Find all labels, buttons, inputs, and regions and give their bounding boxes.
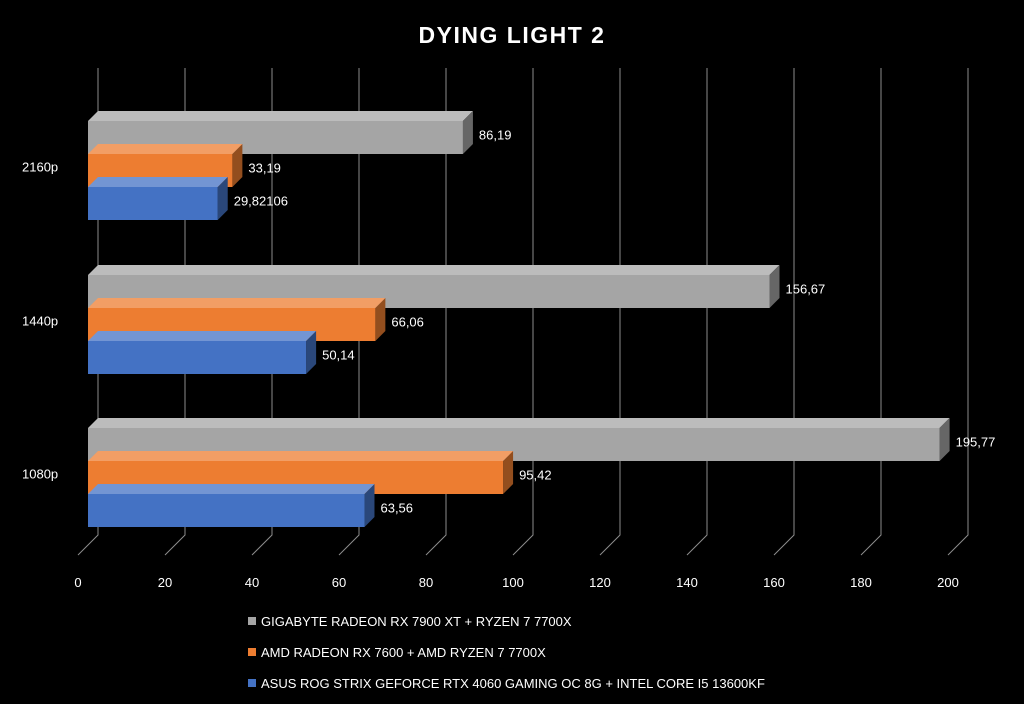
data-label: 195,77 [956, 435, 996, 450]
gridline [773, 68, 795, 556]
gridline [512, 68, 534, 556]
x-tick-label: 60 [332, 575, 346, 590]
legend-swatch [248, 617, 256, 625]
gridline [338, 68, 360, 556]
data-label: 63,56 [380, 501, 413, 516]
category-label: 1080p [22, 467, 58, 482]
data-label: 66,06 [391, 315, 424, 330]
x-axis-ticks: 0 20 40 60 80 100 120 140 160 180 200 [74, 575, 958, 590]
bar [88, 177, 228, 220]
gridline [686, 68, 708, 556]
x-tick-label: 100 [502, 575, 524, 590]
gridline [947, 68, 969, 556]
x-tick-label: 20 [158, 575, 172, 590]
x-tick-label: 200 [937, 575, 959, 590]
legend-swatch [248, 648, 256, 656]
category-label: 2160p [22, 160, 58, 175]
legend-label: ASUS ROG STRIX GEFORCE RTX 4060 GAMING O… [261, 676, 765, 691]
gridline [425, 68, 447, 556]
legend-swatch [248, 679, 256, 687]
x-tick-label: 0 [74, 575, 81, 590]
legend-label: GIGABYTE RADEON RX 7900 XT + RYZEN 7 770… [261, 614, 572, 629]
category-labels: 2160p 1440p 1080p [22, 160, 58, 482]
bar [88, 331, 317, 374]
gridline [77, 68, 99, 556]
x-tick-label: 140 [676, 575, 698, 590]
chart-title: DYING LIGHT 2 [419, 22, 606, 48]
data-label: 156,67 [786, 282, 826, 297]
legend-label: AMD RADEON RX 7600 + AMD RYZEN 7 7700X [261, 645, 546, 660]
bar-series: 86,19 33,19 29,82106 156,67 66,06 50,14 195,77… [88, 111, 995, 527]
x-tick-label: 120 [589, 575, 611, 590]
gridline [164, 68, 186, 556]
gridline [860, 68, 882, 556]
category-label: 1440p [22, 314, 58, 329]
data-label: 29,82106 [234, 194, 288, 209]
data-label: 86,19 [479, 128, 512, 143]
gridline [599, 68, 621, 556]
gridline [251, 68, 273, 556]
bar [88, 111, 473, 154]
bar [88, 484, 375, 527]
legend: GIGABYTE RADEON RX 7900 XT + RYZEN 7 770… [248, 614, 765, 691]
data-label: 50,14 [322, 348, 355, 363]
x-tick-label: 80 [419, 575, 433, 590]
x-tick-label: 40 [245, 575, 259, 590]
x-tick-label: 160 [763, 575, 785, 590]
gridlines [77, 68, 969, 556]
data-label: 33,19 [248, 161, 281, 176]
x-tick-label: 180 [850, 575, 872, 590]
data-label: 95,42 [519, 468, 552, 483]
